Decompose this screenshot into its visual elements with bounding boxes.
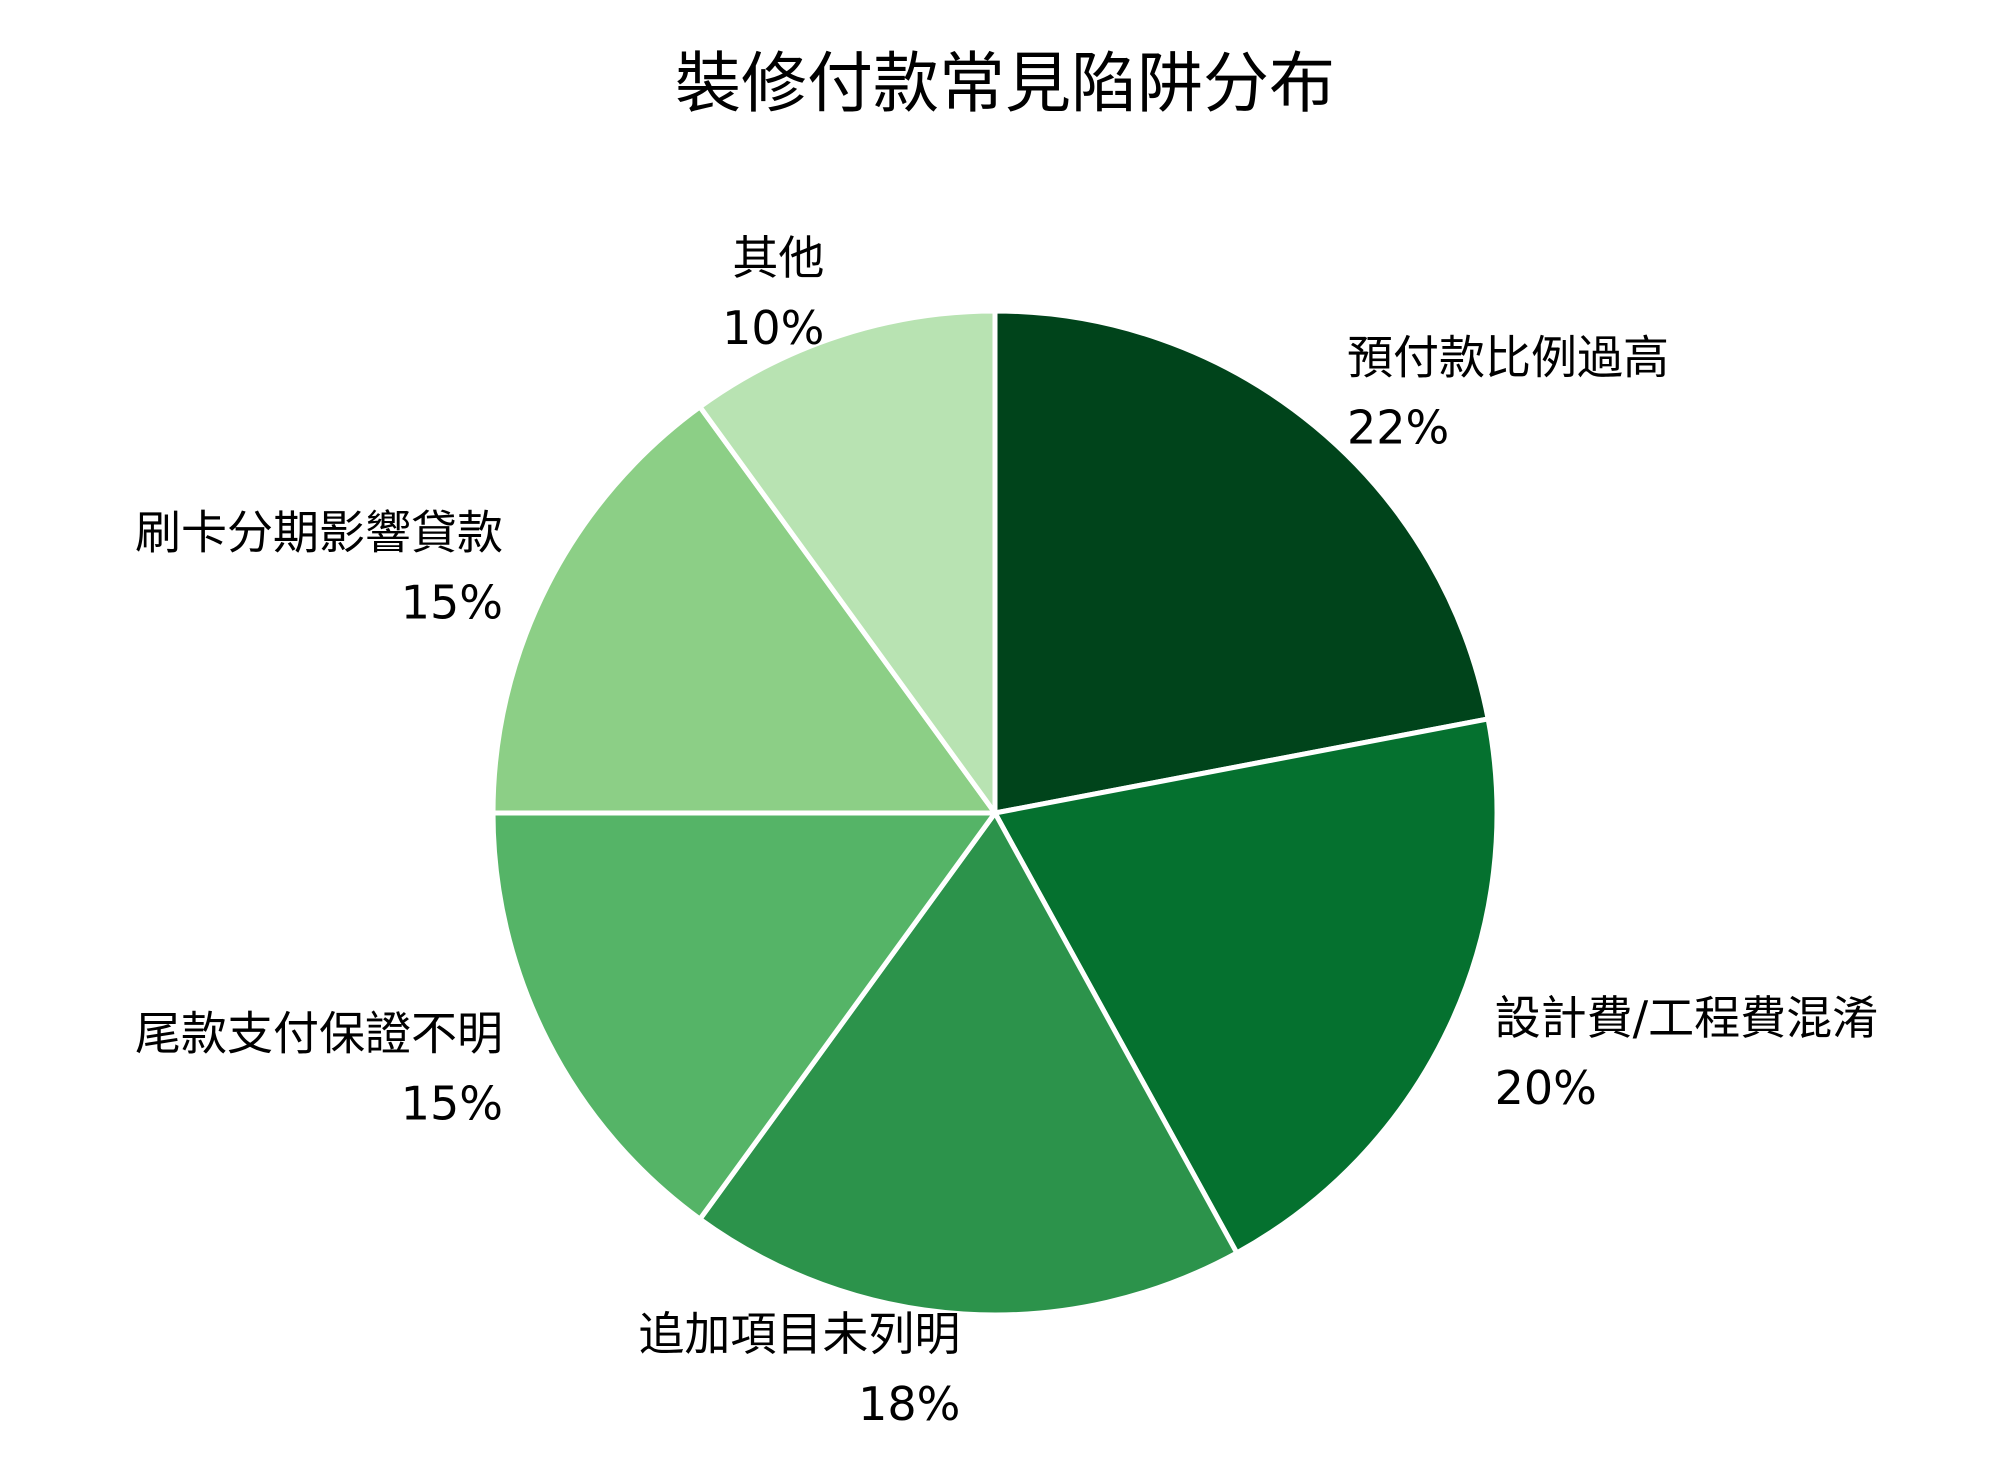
slice-category-label: 刷卡分期影響貸款 [135,505,503,559]
slice-percent-label: 15% [401,575,503,629]
slice-label: 預付款比例過高 22% [1347,331,1669,455]
pie-slice [490,404,998,816]
slice-percent-label: 22% [1347,401,1449,455]
slice-label: 設計費/工程費混淆 20% [1495,991,1879,1115]
slice-percent-label: 18% [858,1377,960,1431]
slice-category-label: 其他 [732,231,824,285]
slice-label: 追加項目未列明 18% [638,1307,960,1431]
slice-category-label: 設計費/工程費混淆 [1495,991,1879,1045]
pie-slice [697,308,998,816]
pie-slice [697,810,1240,1318]
slice-percent-label: 15% [401,1077,503,1131]
pie-slice [992,716,1500,1256]
pie-slice [992,308,1491,816]
slice-label: 刷卡分期影響貸款 15% [135,505,503,629]
slice-category-label: 預付款比例過高 [1347,331,1669,385]
slice-percent-label: 10% [722,301,824,355]
slice-category-label: 尾款支付保證不明 [135,1007,503,1061]
chart-title: 裝修付款常見陷阱分布 [675,45,1335,122]
slice-percent-label: 20% [1495,1061,1597,1115]
slice-label: 其他 10% [722,231,824,355]
pie-slice [490,810,998,1222]
slice-category-label: 追加項目未列明 [638,1307,960,1361]
slice-label: 尾款支付保證不明 15% [135,1007,503,1131]
